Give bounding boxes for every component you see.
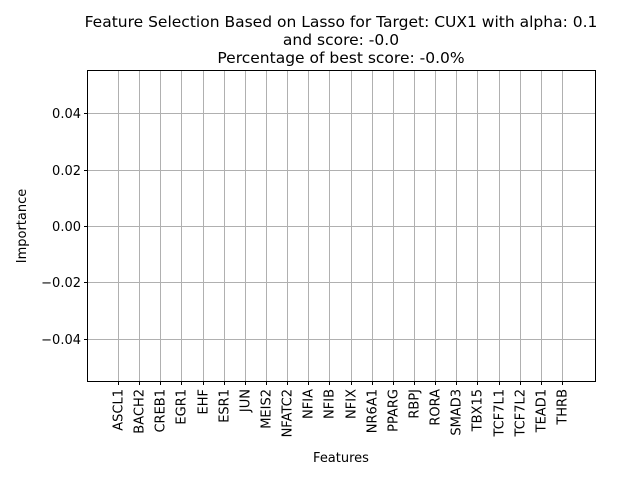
grid-lines (88, 71, 595, 381)
x-tick-label: NFIB (323, 389, 338, 419)
x-tick-label: MEIS2 (260, 389, 275, 429)
x-tick-label: TBX15 (471, 389, 486, 432)
x-tick-label: NR6A1 (366, 389, 381, 433)
y-tick-label: −0.04 (41, 333, 81, 348)
x-tick-label: THRB (556, 389, 571, 426)
x-tick-label: NFIA (302, 389, 317, 419)
x-tick-label: BACH2 (133, 389, 148, 434)
y-tick-label: −0.02 (41, 276, 81, 291)
chart-title: Feature Selection Based on Lasso for Tar… (85, 13, 598, 67)
y-axis-label: Importance (15, 189, 30, 264)
x-tick-label: ESR1 (218, 389, 233, 423)
y-tick-label: 0.00 (52, 220, 81, 235)
y-axis-ticks: −0.04 −0.02 0.00 0.02 0.04 (41, 107, 88, 348)
x-tick-label: EGR1 (175, 389, 190, 425)
x-tick-label: RBPJ (408, 389, 423, 419)
y-tick-label: 0.04 (52, 107, 81, 122)
x-tick-label: ASCL1 (112, 389, 127, 431)
x-tick-label: NFIX (345, 389, 360, 419)
x-tick-label: TCF7L2 (514, 389, 529, 438)
x-tick-label: NFATC2 (281, 389, 296, 437)
x-tick-label: SMAD3 (450, 389, 465, 436)
x-tick-label: TEAD1 (535, 389, 550, 433)
title-line-3: Percentage of best score: -0.0% (217, 49, 464, 67)
x-tick-label: JUN (239, 389, 254, 413)
title-line-2: and score: -0.0 (283, 31, 399, 49)
x-tick-label: CREB1 (154, 389, 169, 433)
x-tick-label: EHF (197, 389, 212, 414)
x-tick-label: PPARG (387, 389, 402, 432)
x-tick-label: RORA (429, 389, 444, 426)
x-axis-label: Features (313, 451, 369, 466)
x-axis-ticks: ASCL1 BACH2 CREB1 EGR1 EHF ESR1 JUN MEIS2 NFATC2… (112, 381, 571, 438)
title-line-1: Feature Selection Based on Lasso for Tar… (85, 13, 598, 31)
x-tick-label: TCF7L1 (493, 389, 508, 438)
y-tick-label: 0.02 (52, 164, 81, 179)
